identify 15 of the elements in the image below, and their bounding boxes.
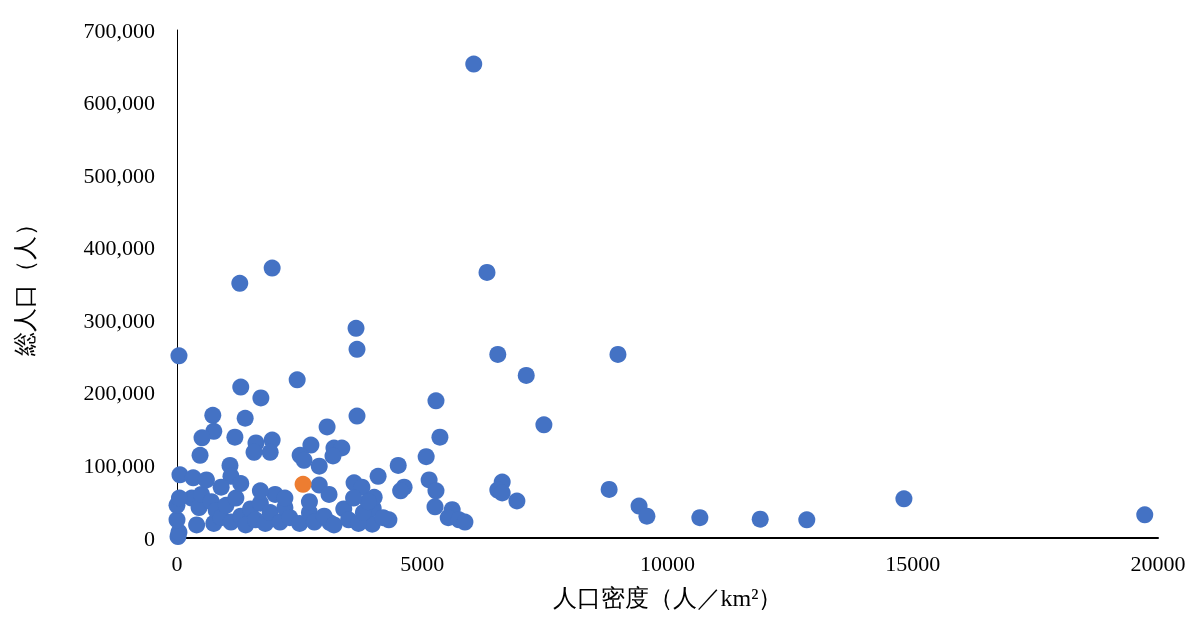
y-tick-label: 600,000 <box>83 90 155 116</box>
y-tick-label: 700,000 <box>83 17 155 43</box>
y-tick-label: 300,000 <box>83 307 155 333</box>
x-tick-label: 5000 <box>400 550 445 576</box>
y-tick-label: 400,000 <box>83 235 155 261</box>
y-tick-label: 100,000 <box>83 452 155 478</box>
y-tick-label: 0 <box>144 525 155 551</box>
y-axis-title: 総人口（人） <box>12 212 38 357</box>
x-axis-title: 人口密度（人／km²） <box>552 585 783 611</box>
x-tick-label: 0 <box>171 550 183 576</box>
y-tick-label: 200,000 <box>83 380 155 406</box>
x-tick-label: 20000 <box>1130 550 1186 576</box>
x-tick-label: 15000 <box>885 550 941 576</box>
y-tick-label: 500,000 <box>83 162 155 188</box>
x-tick-label: 10000 <box>640 550 695 576</box>
